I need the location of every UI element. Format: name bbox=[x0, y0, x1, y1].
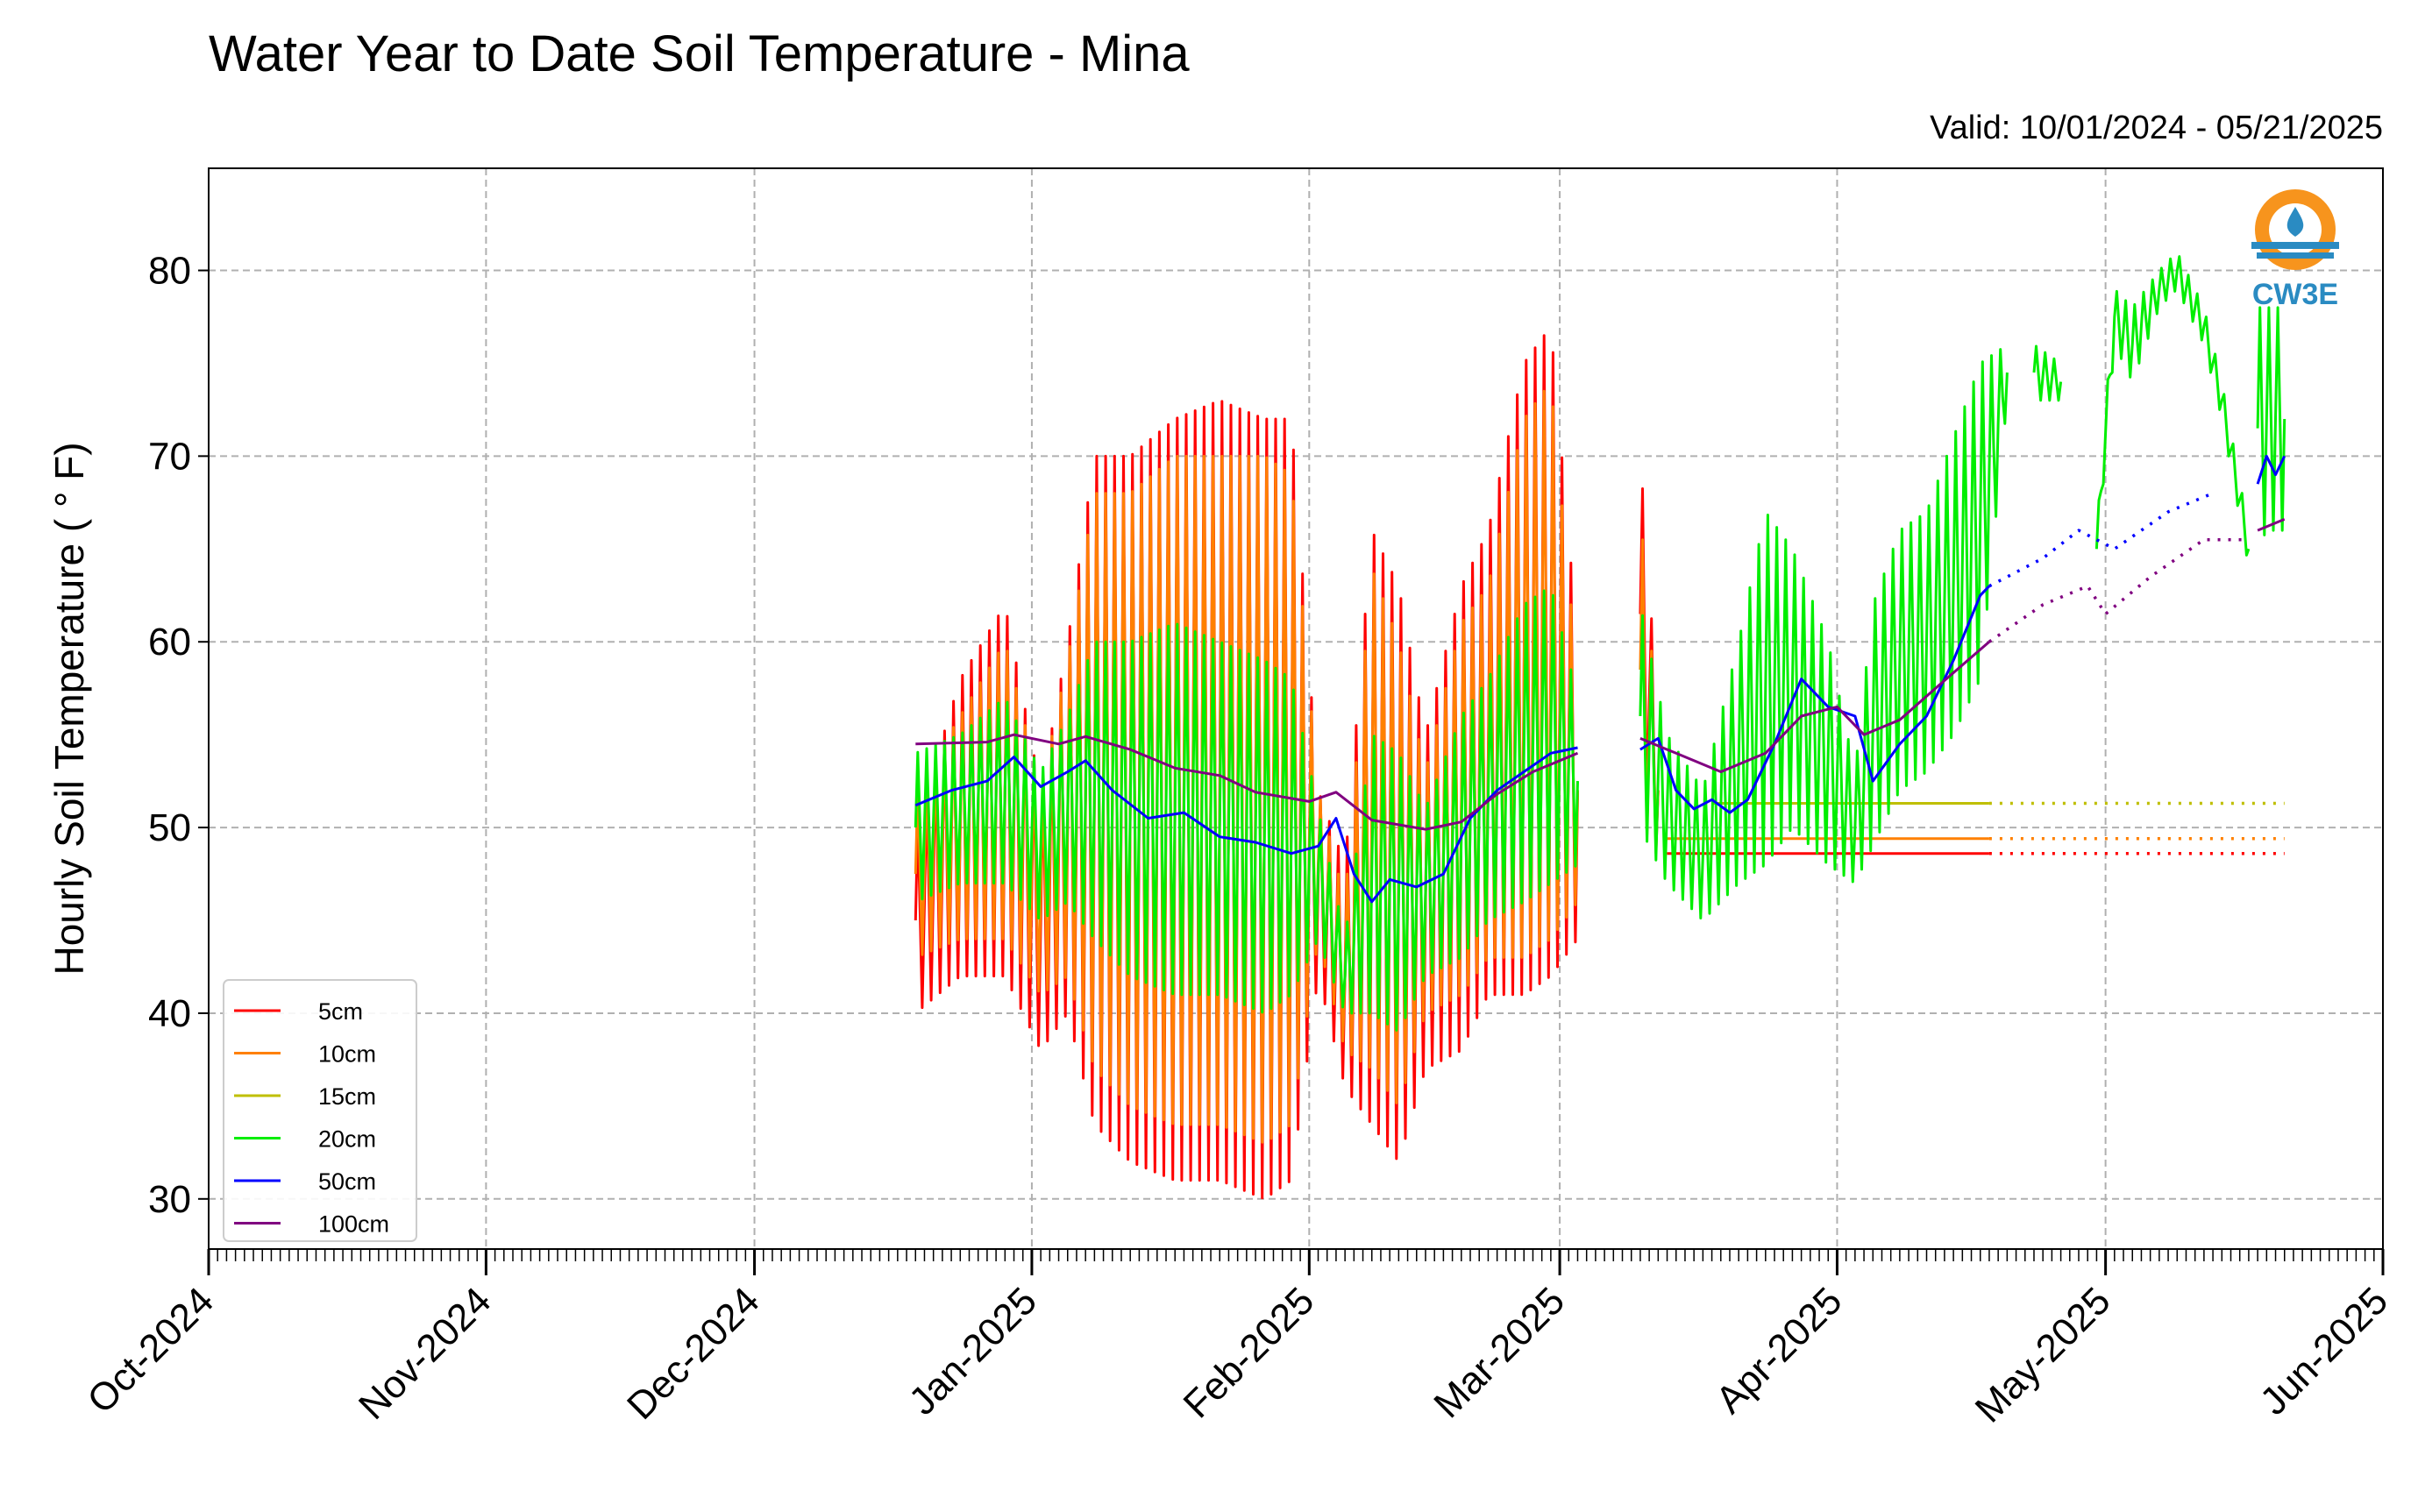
legend-label-100cm: 100cm bbox=[318, 1211, 389, 1238]
legend-box bbox=[223, 979, 417, 1242]
legend-label-10cm: 10cm bbox=[318, 1041, 376, 1068]
x-tick-label: Nov-2024 bbox=[351, 1279, 500, 1428]
series-line-50cm bbox=[2256, 454, 2286, 485]
plot-frame bbox=[208, 167, 2384, 1250]
valid-date-range: Valid: 10/01/2024 - 05/21/2025 bbox=[1930, 110, 2383, 146]
series-line-100cm bbox=[915, 733, 1579, 831]
x-tick-label: Dec-2024 bbox=[619, 1279, 768, 1428]
series-lines bbox=[914, 255, 2286, 1200]
logo-text: CW3E bbox=[2252, 278, 2338, 311]
legend-label-5cm: 5cm bbox=[318, 998, 363, 1025]
y-tick-label: 50 bbox=[148, 806, 191, 849]
legend-label-50cm: 50cm bbox=[318, 1168, 376, 1195]
series-line-20cm bbox=[2032, 344, 2063, 402]
x-tick-label: Jan-2025 bbox=[901, 1279, 1045, 1423]
series-line-20cm bbox=[2256, 306, 2286, 536]
legend: 5cm 10cm 15cm 20cm 50cm 100cm bbox=[223, 979, 417, 1242]
x-tick-label: Apr-2025 bbox=[1708, 1279, 1851, 1422]
cw3e-logo: CW3E bbox=[2251, 189, 2339, 311]
y-tick-label: 40 bbox=[148, 992, 191, 1035]
x-tick-label: May-2025 bbox=[1967, 1279, 2119, 1430]
x-tick-label: Feb-2025 bbox=[1176, 1279, 1323, 1426]
x-tick-label: Oct-2024 bbox=[79, 1279, 222, 1422]
x-tick-label: Mar-2025 bbox=[1426, 1279, 1573, 1426]
series-line-50cm bbox=[914, 746, 1578, 904]
series-line-20cm bbox=[2094, 255, 2251, 557]
series-line-100cm bbox=[1639, 641, 1990, 773]
legend-label-20cm: 20cm bbox=[318, 1126, 376, 1153]
x-tick-label: Jun-2025 bbox=[2252, 1279, 2396, 1423]
water-drop-icon bbox=[2286, 207, 2304, 237]
series-line-50cm bbox=[1639, 585, 1990, 814]
series-100cm bbox=[915, 518, 2286, 831]
legend-label-15cm: 15cm bbox=[318, 1083, 376, 1110]
chart-title: Water Year to Date Soil Temperature - Mi… bbox=[209, 25, 1190, 82]
logo-wave bbox=[2251, 242, 2339, 249]
logo-wave bbox=[2257, 252, 2334, 259]
series-20cm bbox=[914, 255, 2286, 1032]
series-line-20cm bbox=[1639, 348, 2009, 919]
y-tick-label: 70 bbox=[148, 435, 191, 478]
series-50cm bbox=[914, 454, 2286, 904]
y-tick-label: 80 bbox=[148, 250, 191, 293]
series-line-20cm bbox=[914, 589, 1579, 1032]
series-line-50cm bbox=[1988, 492, 2214, 588]
series-line-100cm bbox=[1988, 537, 2249, 643]
series-line-100cm bbox=[2257, 518, 2286, 532]
y-axis-label: Hourly Soil Temperature ( ° F) bbox=[46, 442, 92, 975]
y-tick-label: 30 bbox=[148, 1178, 191, 1221]
y-tick-label: 60 bbox=[148, 621, 191, 664]
